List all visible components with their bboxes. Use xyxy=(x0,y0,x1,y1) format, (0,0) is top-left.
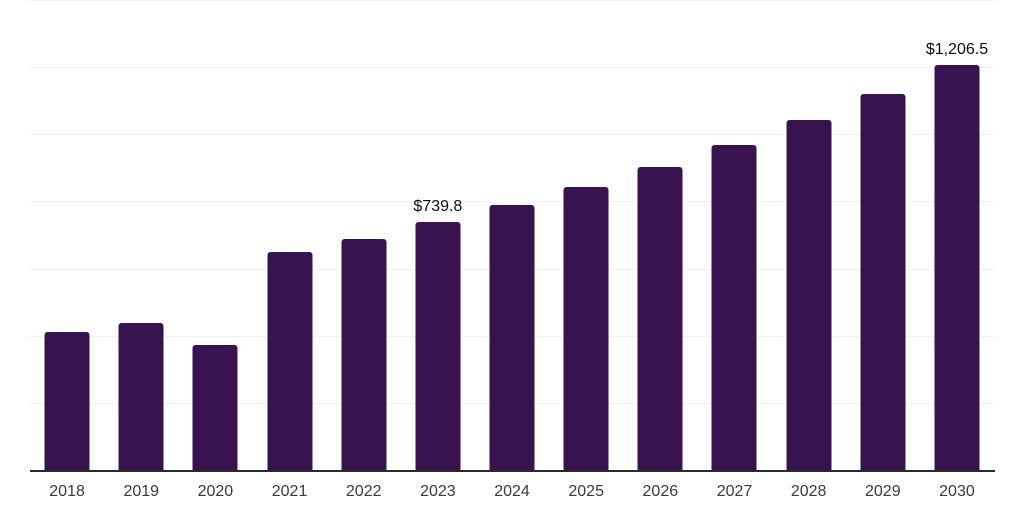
x-axis-labels: 2018 2019 2020 2021 2022 2023 2024 2025 2026 2027… xyxy=(30,484,994,500)
bars-container: $739.8 $1,206.5 xyxy=(30,0,994,470)
bar-slot-2027 xyxy=(697,0,771,470)
gridline-1200 xyxy=(30,67,994,69)
x-tick-2018: 2018 xyxy=(49,483,85,500)
x-axis-line xyxy=(30,470,995,472)
bar-slot-2028 xyxy=(772,0,846,470)
bar-2023 xyxy=(415,221,461,470)
x-tick-2019: 2019 xyxy=(123,483,160,500)
bar-slot-2019 xyxy=(104,0,178,470)
bar-2019 xyxy=(118,322,164,470)
x-tick-2029: 2029 xyxy=(865,483,901,500)
x-tick-2028: 2028 xyxy=(790,483,827,500)
bar-2018 xyxy=(44,332,90,470)
bar-slot-2026 xyxy=(623,0,697,470)
bar-2024 xyxy=(489,205,535,470)
gridline-1000 xyxy=(30,134,994,136)
bar-slot-2021 xyxy=(252,0,326,470)
bar-slot-2022 xyxy=(327,0,401,470)
x-tick-2022: 2022 xyxy=(345,483,382,500)
gridline-800 xyxy=(30,201,994,203)
bar-2030 xyxy=(934,64,980,470)
x-tick-2023: 2023 xyxy=(420,483,456,500)
bar-slot-2025 xyxy=(549,0,623,470)
bar-slot-2030: $1,206.5 xyxy=(920,0,994,470)
bar-2020 xyxy=(192,345,238,470)
x-tick-2020: 2020 xyxy=(197,483,234,500)
x-tick-2024: 2024 xyxy=(494,483,530,500)
bar-slot-2023: $739.8 xyxy=(401,0,475,470)
bar-slot-2020 xyxy=(178,0,252,470)
bar-2027 xyxy=(711,145,757,470)
bar-slot-2018 xyxy=(30,0,104,470)
gridline-1400 xyxy=(30,0,994,1)
plot-area: $739.8 $1,206.5 xyxy=(30,0,994,470)
bar-slot-2029 xyxy=(846,0,920,470)
bar-slot-2024 xyxy=(475,0,549,470)
bar-2028 xyxy=(786,120,832,470)
x-tick-2021: 2021 xyxy=(271,483,308,500)
x-tick-2030: 2030 xyxy=(939,483,975,500)
x-tick-2026: 2026 xyxy=(642,483,679,500)
data-label-2023: $739.8 xyxy=(413,197,463,215)
bar-2025 xyxy=(563,187,609,470)
bar-2026 xyxy=(637,167,683,470)
x-tick-2027: 2027 xyxy=(716,483,753,500)
data-label-2030: $1,206.5 xyxy=(925,40,989,58)
x-tick-2025: 2025 xyxy=(568,483,604,500)
bar-2029 xyxy=(860,94,906,470)
bar-2022 xyxy=(341,239,387,470)
bar-2021 xyxy=(267,252,313,470)
